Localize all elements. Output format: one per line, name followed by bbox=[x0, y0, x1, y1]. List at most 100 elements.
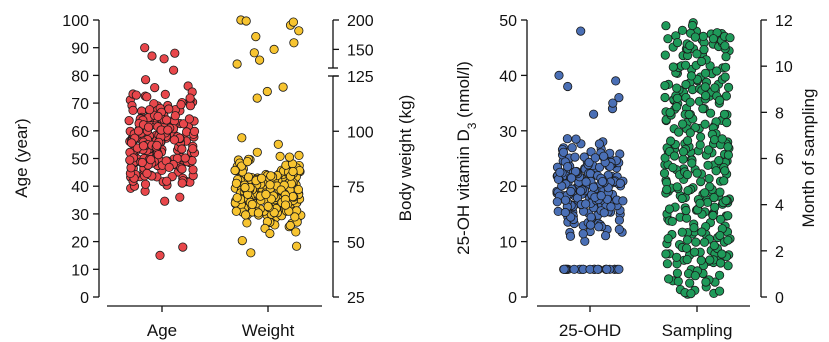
weight-point bbox=[247, 199, 257, 209]
age-point bbox=[147, 51, 157, 61]
age-point bbox=[131, 90, 141, 100]
sampling-point bbox=[700, 188, 710, 198]
age-axis-tick-label: 80 bbox=[71, 68, 89, 85]
age-axis-ticks: 0 10 20 30 40 50 60 70 80 90 100 bbox=[62, 13, 99, 307]
weight-point bbox=[241, 210, 251, 220]
sampling-point bbox=[660, 50, 670, 60]
weight-point bbox=[291, 241, 302, 251]
sampling-point bbox=[720, 166, 730, 176]
age-axis-tick-label: 10 bbox=[71, 262, 89, 279]
age-axis-tick-label: 20 bbox=[71, 235, 89, 252]
age-point bbox=[140, 179, 151, 189]
age-point bbox=[137, 157, 147, 168]
sampling-point bbox=[709, 241, 719, 251]
age-point bbox=[170, 48, 180, 58]
sampling-point bbox=[715, 95, 725, 105]
sampling-point bbox=[669, 151, 680, 161]
sampling-point bbox=[710, 83, 720, 93]
age-point bbox=[146, 155, 156, 165]
vitd-axis-ticks: 0 10 20 30 40 50 bbox=[499, 13, 527, 307]
sampling-point bbox=[660, 92, 670, 103]
weight-point bbox=[266, 171, 276, 181]
weight-axis-tick-label: 150 bbox=[347, 42, 374, 59]
sampling-point bbox=[721, 91, 732, 101]
sampling-point bbox=[682, 235, 693, 245]
sampling-point bbox=[667, 216, 677, 226]
sampling-point bbox=[700, 91, 711, 101]
sampling-point bbox=[668, 62, 678, 72]
weight-point bbox=[263, 201, 273, 211]
weight-point bbox=[241, 16, 251, 26]
age-axis-tick-label: 30 bbox=[71, 207, 89, 224]
weight-point bbox=[246, 248, 256, 258]
ohd-point bbox=[585, 264, 595, 274]
sampling-point bbox=[708, 34, 719, 44]
sampling-point bbox=[714, 270, 725, 280]
sampling-point bbox=[720, 72, 730, 82]
weight-point bbox=[261, 189, 271, 199]
ohd-point bbox=[552, 197, 562, 207]
sampling-point bbox=[677, 119, 688, 129]
age-points bbox=[124, 43, 200, 260]
sampling-point bbox=[687, 20, 698, 31]
age-axis-title: Age (year) bbox=[12, 118, 31, 197]
ohd-point bbox=[567, 143, 577, 153]
sampling-point bbox=[721, 52, 731, 62]
sampling-point bbox=[704, 174, 714, 184]
sampling-point bbox=[708, 210, 718, 221]
weight-point bbox=[278, 82, 288, 92]
sampling-point bbox=[680, 60, 691, 70]
sampling-point bbox=[697, 227, 707, 237]
sampling-point bbox=[723, 211, 733, 221]
sampling-point bbox=[672, 268, 683, 278]
sampling-point bbox=[714, 286, 725, 296]
sampling-point bbox=[703, 145, 714, 155]
sampling-point bbox=[683, 186, 693, 196]
sampling-point bbox=[715, 214, 726, 224]
sampling-point bbox=[673, 276, 683, 286]
ohd-point bbox=[608, 98, 618, 108]
age-point bbox=[185, 93, 195, 103]
age-point bbox=[177, 144, 187, 154]
sampling-point bbox=[684, 109, 694, 120]
age-point bbox=[133, 126, 144, 136]
ohd-point bbox=[566, 173, 577, 183]
weight-point bbox=[290, 212, 300, 222]
age-point bbox=[169, 65, 179, 75]
ohd-point bbox=[606, 202, 616, 212]
weight-point bbox=[232, 59, 242, 69]
weight-point bbox=[256, 173, 267, 183]
month-axis-tick-label: 8 bbox=[775, 105, 784, 122]
ohd-point bbox=[555, 167, 565, 177]
weight-point bbox=[237, 133, 247, 143]
weight-point bbox=[253, 208, 263, 218]
sampling-point bbox=[682, 170, 693, 180]
age-point bbox=[160, 196, 170, 206]
ohd-point bbox=[597, 177, 608, 187]
age-point bbox=[162, 115, 172, 125]
sampling-point bbox=[672, 102, 682, 112]
sampling-point bbox=[663, 274, 674, 284]
age-point bbox=[126, 138, 137, 148]
sampling-point bbox=[721, 195, 731, 205]
age-axis-tick-label: 90 bbox=[71, 41, 89, 58]
sampling-point bbox=[696, 255, 706, 265]
sampling-point bbox=[689, 247, 700, 257]
age-point bbox=[159, 54, 169, 64]
sampling-point bbox=[682, 255, 692, 265]
ohd-point bbox=[596, 191, 606, 201]
ohd-point bbox=[594, 222, 604, 232]
sampling-point bbox=[661, 21, 671, 31]
sampling-point bbox=[685, 97, 695, 107]
sampling-point bbox=[672, 93, 683, 103]
sampling-point bbox=[700, 119, 710, 129]
age-point bbox=[126, 163, 136, 173]
age-point bbox=[150, 83, 160, 93]
ohd-point bbox=[588, 182, 599, 192]
weight-point bbox=[231, 206, 241, 216]
weight-point bbox=[255, 55, 265, 65]
sampling-point bbox=[695, 140, 705, 150]
age-point bbox=[164, 162, 174, 172]
weight-point bbox=[293, 185, 303, 195]
